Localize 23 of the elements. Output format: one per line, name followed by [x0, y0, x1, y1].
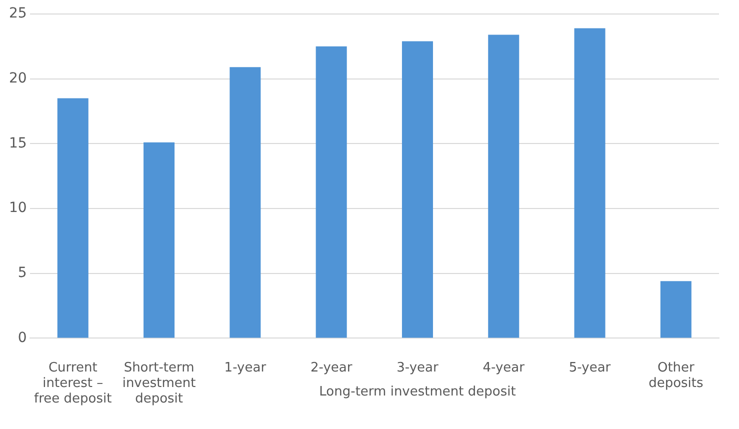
bar: [144, 142, 175, 338]
y-tick-label: 10: [8, 200, 27, 216]
y-tick-label: 20: [8, 70, 27, 86]
y-tick-label: 0: [18, 330, 27, 346]
x-tick-label: 1-year: [224, 360, 267, 376]
bar: [660, 281, 692, 338]
bar: [230, 67, 261, 338]
bar: [57, 98, 88, 338]
x-tick-label: 4-year: [482, 360, 526, 376]
x-tick-label: Short-term investment deposit: [122, 360, 196, 407]
y-tick-label: 25: [8, 6, 27, 22]
y-tick-label: 5: [18, 265, 27, 281]
bar: [488, 34, 520, 338]
bar: [316, 46, 347, 338]
x-tick-label: 5-year: [568, 360, 612, 376]
y-tick-label: 15: [8, 135, 27, 152]
bar: [574, 28, 606, 338]
bar: [402, 41, 433, 338]
text: Long-term investment deposit: [319, 384, 516, 400]
x-tick-label: 3-year: [396, 360, 439, 376]
x-tick-label: Other deposits: [648, 360, 704, 391]
x-tick-label: 2-year: [310, 360, 353, 376]
x-tick-label: Current interest – free deposit: [34, 360, 112, 407]
